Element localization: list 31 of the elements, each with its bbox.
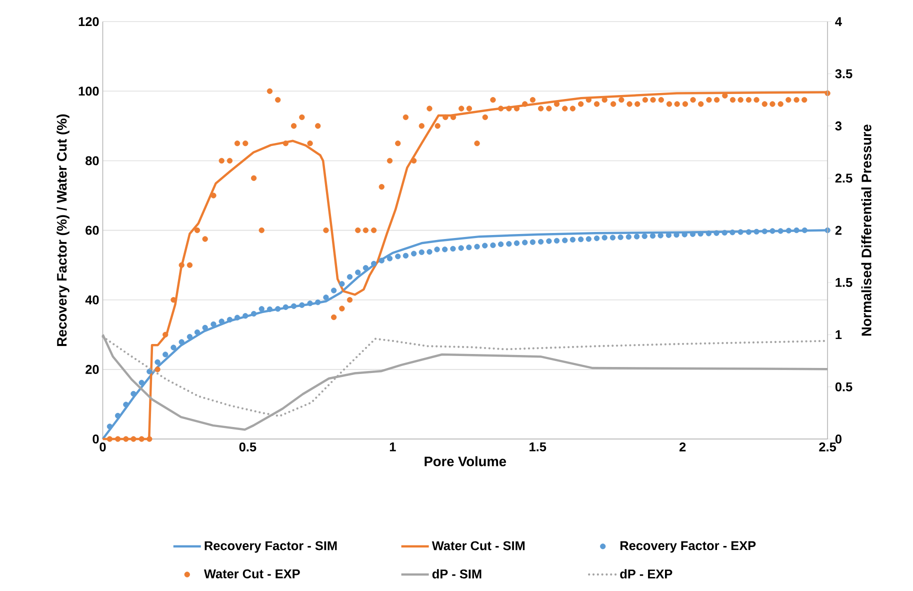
y-tick-label: 80 xyxy=(86,156,99,166)
legend-label: Recovery Factor - EXP xyxy=(620,541,756,553)
legend-label: Water Cut - EXP xyxy=(204,569,300,578)
y2-tick-label: 3.5 xyxy=(835,69,852,78)
x-tick-label: 1 xyxy=(390,442,396,452)
x-tick-label: 0 xyxy=(100,442,106,452)
x-tick-label: 2.5 xyxy=(819,442,836,452)
y2-tick-label: 2 xyxy=(835,226,842,235)
legend-label: Water Cut - SIM xyxy=(432,541,525,550)
legend-label: Recovery Factor - SIM xyxy=(204,541,337,553)
y-tick-label: 0 xyxy=(92,434,99,444)
y2-tick-label: 2.5 xyxy=(835,174,852,183)
legend-label: dP - SIM xyxy=(432,569,482,578)
y2-tick-label: 4 xyxy=(835,17,842,26)
y-tick-label: 40 xyxy=(85,295,99,304)
y2-tick-label: 0 xyxy=(835,434,842,444)
y-axis-title: Recovery Factor (%) / Water Cut (%) xyxy=(56,114,70,346)
x-tick-label: 2 xyxy=(680,442,686,452)
y2-axis-title: Normalised Differential Pressure xyxy=(861,124,872,336)
x-tick-label: 1.5 xyxy=(530,442,546,452)
y2-tick-label: 1.5 xyxy=(836,278,852,287)
x-tick-label: 0.5 xyxy=(239,442,256,452)
y-tick-label: 100 xyxy=(78,86,99,96)
y2-tick-label: 1 xyxy=(836,330,842,339)
y2-tick-label: 0.5 xyxy=(835,382,852,392)
y-tick-label: 20 xyxy=(86,364,99,374)
x-axis-title: Pore Volume xyxy=(424,456,506,466)
legend-label: dP - EXP xyxy=(620,569,672,578)
y-tick-label: 60 xyxy=(86,226,99,235)
y2-tick-label: 3 xyxy=(835,121,842,130)
y-tick-label: 120 xyxy=(78,16,99,26)
